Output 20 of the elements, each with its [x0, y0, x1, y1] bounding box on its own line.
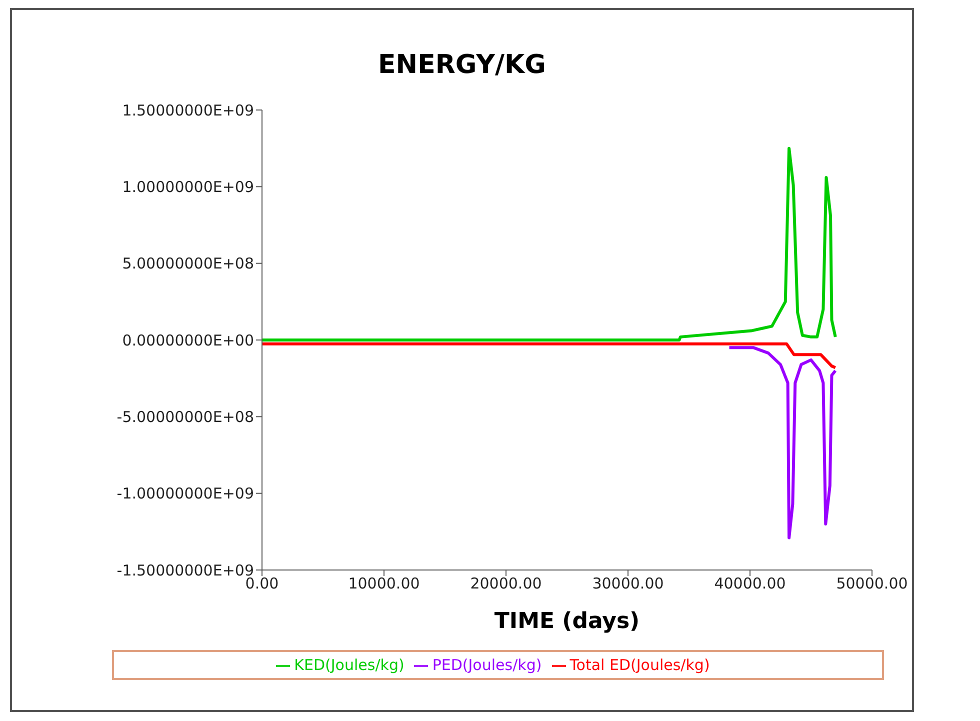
y-tick-label: 0.00000000E+00	[122, 331, 254, 350]
x-tick-label: 30000.00	[592, 574, 664, 593]
x-tick-label: 20000.00	[470, 574, 542, 593]
line-series	[262, 342, 837, 370]
line-series	[262, 146, 837, 342]
legend-label: KED(Joules/kg)	[294, 656, 404, 674]
legend-label: PED(Joules/kg)	[432, 656, 542, 674]
line-series	[728, 346, 837, 540]
x-axis-title: TIME (days)	[494, 609, 640, 634]
y-tick-label: 5.00000000E+08	[122, 254, 254, 273]
x-tick-label: 10000.00	[348, 574, 420, 593]
y-tick-label: 1.50000000E+09	[122, 101, 254, 120]
x-tick-label: 0.00	[245, 574, 279, 593]
y-tick-label: -5.00000000E+08	[116, 408, 254, 426]
x-tick-label: 50000.00	[836, 574, 908, 593]
chart-title: ENERGY/KG	[377, 50, 547, 80]
y-tick-label: 1.00000000E+09	[122, 178, 254, 196]
x-tick-label: 40000.00	[714, 574, 786, 593]
legend-label: Total ED(Joules/kg)	[570, 656, 710, 674]
y-tick-label: -1.00000000E+09	[116, 484, 254, 503]
